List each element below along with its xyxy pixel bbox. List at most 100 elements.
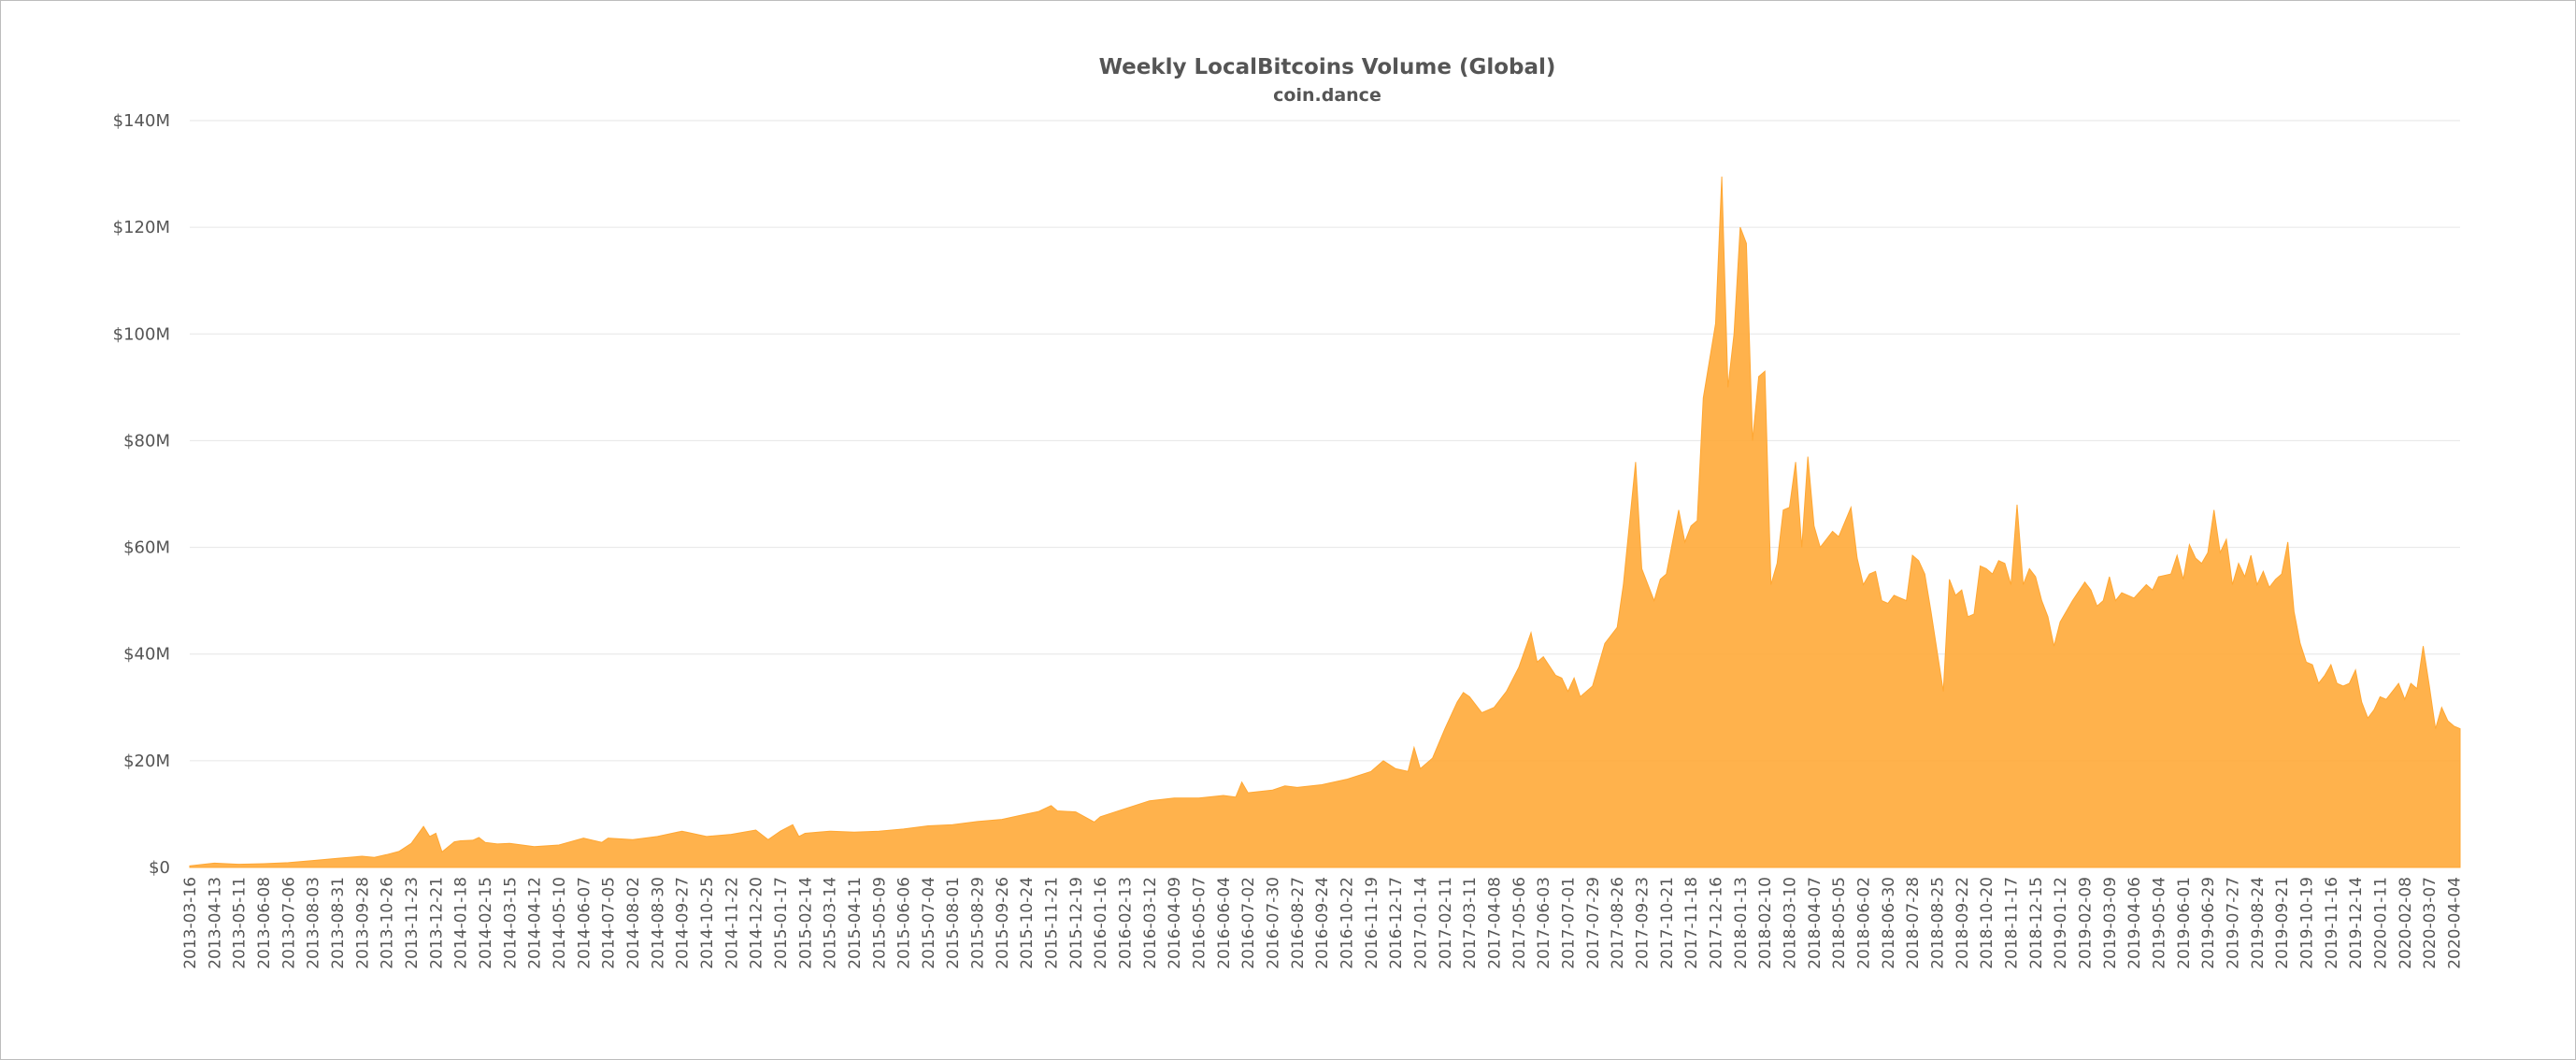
x-tick-label: 2017-03-11 [1461,877,1480,969]
chart-subtitle: coin.dance [1273,85,1381,106]
x-tick-label: 2014-08-02 [624,877,643,969]
x-tick-label: 2020-02-08 [2397,877,2415,969]
x-tick-label: 2016-06-04 [1215,877,1234,969]
x-tick-label: 2015-05-09 [870,877,889,969]
x-tick-label: 2014-02-15 [477,877,495,969]
x-tick-label: 2013-05-11 [231,877,250,969]
x-tick-label: 2016-04-09 [1166,877,1184,969]
x-tick-label: 2017-04-08 [1486,877,1505,969]
x-tick-label: 2017-10-21 [1658,877,1677,969]
x-tick-label: 2019-03-09 [2101,877,2120,969]
x-tick-label: 2017-11-18 [1682,877,1701,969]
x-tick-label: 2013-08-31 [329,877,348,969]
y-tick-label: $20M [123,752,170,771]
x-tick-label: 2019-11-16 [2323,877,2341,969]
x-tick-label: 2018-04-07 [1806,877,1825,969]
x-tick-label: 2016-12-17 [1387,877,1406,969]
x-tick-label: 2019-12-14 [2347,877,2366,969]
x-tick-label: 2015-07-04 [920,877,938,969]
x-tick-label: 2014-03-15 [501,877,520,969]
x-tick-label: 2017-07-01 [1560,877,1579,969]
x-tick-label: 2017-08-26 [1609,877,1627,969]
x-tick-label: 2019-04-06 [2125,877,2144,969]
x-tick-label: 2013-11-23 [403,877,422,969]
x-tick-label: 2018-11-17 [2003,877,2022,969]
x-tick-label: 2018-05-05 [1830,877,1849,969]
x-tick-label: 2016-07-30 [1265,877,1283,969]
x-tick-label: 2016-11-19 [1363,877,1381,969]
x-tick-label: 2018-09-22 [1953,877,1972,969]
x-tick-label: 2017-06-03 [1535,877,1553,969]
x-tick-label: 2019-07-27 [2224,877,2242,969]
x-tick-label: 2014-07-05 [600,877,619,969]
x-tick-label: 2018-12-15 [2027,877,2046,969]
x-tick-label: 2017-12-16 [1708,877,1726,969]
x-tick-label: 2015-06-06 [895,877,914,969]
x-tick-label: 2019-01-12 [2052,877,2070,969]
x-tick-label: 2019-10-19 [2297,877,2316,969]
x-tick-label: 2013-10-26 [379,877,397,969]
x-tick-label: 2015-09-26 [994,877,1012,969]
x-tick-label: 2018-01-13 [1732,877,1751,969]
x-tick-label: 2014-04-12 [526,877,545,969]
x-tick-label: 2016-05-07 [1191,877,1209,969]
x-tick-label: 2013-04-13 [206,877,224,969]
x-tick-label: 2015-10-24 [1018,877,1037,969]
x-tick-label: 2018-02-10 [1756,877,1775,969]
y-axis-tick-labels: $0 $20M $40M $60M $80M $100M $120M $140M [113,111,170,878]
x-tick-label: 2018-07-28 [1904,877,1923,969]
x-tick-label: 2014-10-25 [698,877,717,969]
x-tick-label: 2014-06-07 [575,877,594,969]
x-tick-label: 2014-09-27 [674,877,693,969]
x-tick-label: 2013-03-16 [181,877,200,969]
x-tick-label: 2019-06-01 [2175,877,2194,969]
x-tick-label: 2015-08-29 [969,877,988,969]
chart-title: Weekly LocalBitcoins Volume (Global) [1098,55,1556,79]
x-tick-label: 2014-11-22 [723,877,741,969]
y-tick-label: $100M [113,324,170,344]
x-tick-label: 2019-09-21 [2273,877,2292,969]
x-tick-label: 2020-03-07 [2421,877,2440,969]
y-tick-label: $60M [123,538,170,558]
x-tick-label: 2019-06-29 [2199,877,2218,969]
x-tick-label: 2018-10-20 [1978,877,1996,969]
x-tick-label: 2013-06-08 [255,877,274,969]
x-tick-label: 2019-02-09 [2077,877,2096,969]
x-tick-label: 2016-09-24 [1313,877,1332,969]
x-tick-label: 2015-02-14 [796,877,815,969]
x-tick-label: 2014-01-18 [452,877,471,969]
x-tick-label: 2016-02-13 [1117,877,1136,969]
y-tick-label: $140M [113,111,170,131]
y-tick-label: $80M [123,431,170,451]
x-tick-label: 2013-08-03 [305,877,323,969]
y-tick-label: $120M [113,218,170,237]
series-area-layer [189,176,2461,868]
x-tick-label: 2017-07-29 [1584,877,1603,969]
y-tick-label: $40M [123,645,170,665]
x-tick-label: 2017-01-14 [1412,877,1431,969]
x-tick-label: 2017-05-06 [1510,877,1529,969]
x-tick-label: 2018-08-25 [1929,877,1948,969]
y-tick-label: $0 [149,858,170,878]
x-tick-label: 2013-07-06 [279,877,298,969]
series-area [189,176,2461,868]
x-tick-label: 2015-04-11 [846,877,865,969]
x-tick-label: 2018-06-30 [1880,877,1898,969]
x-tick-label: 2016-10-22 [1338,877,1357,969]
x-tick-label: 2016-03-12 [1141,877,1160,969]
x-tick-label: 2015-11-21 [1043,877,1062,969]
x-tick-label: 2018-06-02 [1855,877,1874,969]
x-tick-label: 2017-02-11 [1437,877,1455,969]
x-tick-label: 2020-01-11 [2371,877,2390,969]
x-tick-label: 2016-01-16 [1092,877,1110,969]
x-tick-label: 2015-12-19 [1067,877,1086,969]
x-tick-label: 2019-08-24 [2249,877,2268,969]
x-tick-label: 2014-08-30 [649,877,667,969]
x-axis-tick-labels: 2013-03-16 2013-04-13 2013-05-11 2013-06-08… [181,877,2464,969]
x-tick-label: 2014-05-10 [551,877,569,969]
x-tick-label: 2015-03-14 [822,877,840,969]
x-tick-label: 2019-05-04 [2150,877,2168,969]
x-tick-label: 2020-04-04 [2445,877,2464,969]
